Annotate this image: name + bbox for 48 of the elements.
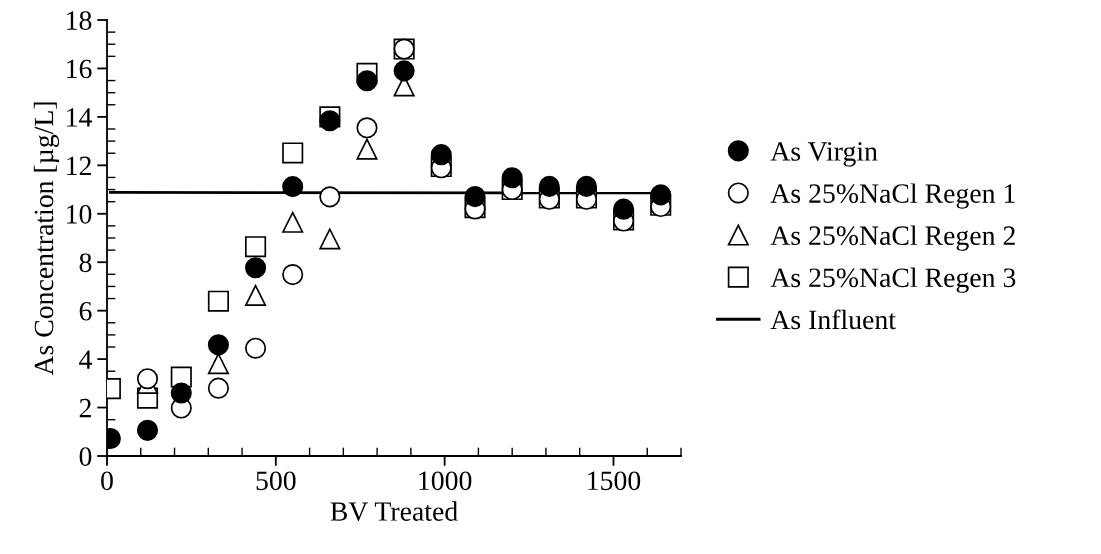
point <box>356 70 378 92</box>
point <box>282 176 304 198</box>
point <box>538 175 560 197</box>
point <box>650 184 672 206</box>
x-tick-label: 1000 <box>419 471 472 491</box>
y-tick-label: 10 <box>67 204 92 224</box>
point <box>207 290 229 312</box>
y-tick-label: 16 <box>67 59 92 79</box>
point <box>170 382 192 404</box>
x-tick-label: 500 <box>256 471 296 491</box>
y-tick-label: 6 <box>79 301 92 321</box>
point <box>282 264 304 286</box>
point <box>245 257 267 279</box>
point <box>245 236 267 258</box>
y-tick-label: 2 <box>79 398 91 418</box>
y-tick-label: 12 <box>67 156 91 175</box>
point <box>393 60 415 82</box>
point <box>207 334 229 356</box>
y-axis-title: As Concentration [µg/L] <box>33 102 60 376</box>
point <box>207 377 229 399</box>
point <box>430 144 452 166</box>
point <box>207 353 229 375</box>
y-tick-label: 18 <box>67 11 92 30</box>
legend-label: As 25%NaCl Regen 1 <box>770 183 1015 209</box>
point <box>356 117 378 139</box>
y-tick-label: 4 <box>79 350 92 369</box>
point <box>282 142 304 164</box>
point <box>575 175 598 197</box>
legend-label: As Influent <box>770 309 896 330</box>
point <box>319 228 341 250</box>
y-tick-label: 0 <box>79 447 92 466</box>
point <box>464 186 486 208</box>
point <box>136 419 159 441</box>
point <box>245 284 267 306</box>
legend-label: As Virgin <box>770 142 878 167</box>
legend-label: As 25%NaCl Regen 2 <box>770 225 1015 251</box>
point <box>282 211 304 233</box>
point <box>613 198 635 220</box>
point <box>501 167 523 189</box>
x-axis-title: BV Treated <box>330 501 458 522</box>
y-tick-label: 14 <box>67 108 92 127</box>
point <box>245 337 267 359</box>
point <box>356 138 378 160</box>
y-tick-label: 8 <box>79 253 92 273</box>
x-tick-label: 0 <box>101 471 113 491</box>
legend-label: As 25%NaCl Regen 3 <box>770 267 1016 293</box>
point <box>319 186 341 208</box>
x-tick-label: 1500 <box>588 471 641 491</box>
